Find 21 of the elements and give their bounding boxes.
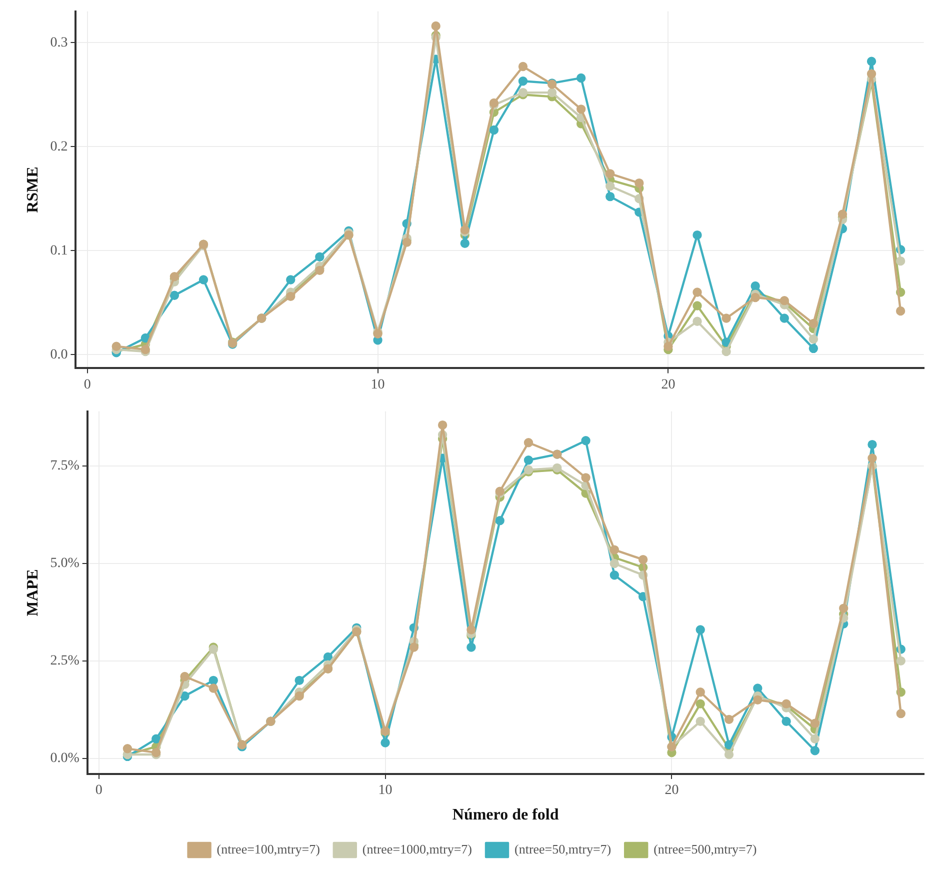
- y-tick-label: 0.1: [50, 243, 68, 258]
- x-tick-label: 20: [664, 783, 679, 798]
- y-tick-label: 0.0: [50, 347, 68, 362]
- legend-label: (ntree=100,mtry=7): [216, 841, 320, 856]
- x-tick-label: 10: [370, 377, 385, 392]
- legend-label: (ntree=500,mtry=7): [654, 841, 757, 856]
- legend-label: (ntree=1000,mtry=7): [362, 841, 472, 856]
- y-axis-title: MAPE: [24, 569, 42, 616]
- x-tick-label: 0: [95, 783, 102, 798]
- y-tick-label: 0.2: [50, 139, 68, 154]
- y-tick-label: 0.0%: [50, 751, 80, 766]
- x-tick-label: 20: [661, 377, 676, 392]
- x-tick-label: 0: [84, 377, 91, 392]
- legend-label: (ntree=50,mtry=7): [514, 841, 612, 856]
- y-tick-label: 7.5%: [50, 458, 80, 474]
- y-tick-label: 2.5%: [50, 654, 80, 669]
- y-axis-title: RSME: [24, 166, 42, 213]
- y-tick-label: 0.3: [50, 35, 68, 50]
- y-tick-label: 5.0%: [50, 556, 80, 572]
- x-axis-title: Número de fold: [452, 806, 559, 824]
- x-tick-label: 10: [378, 783, 392, 798]
